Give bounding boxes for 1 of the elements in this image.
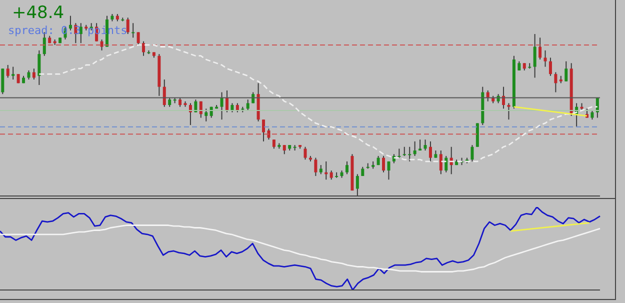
annotation: +48.4 [12,3,64,23]
